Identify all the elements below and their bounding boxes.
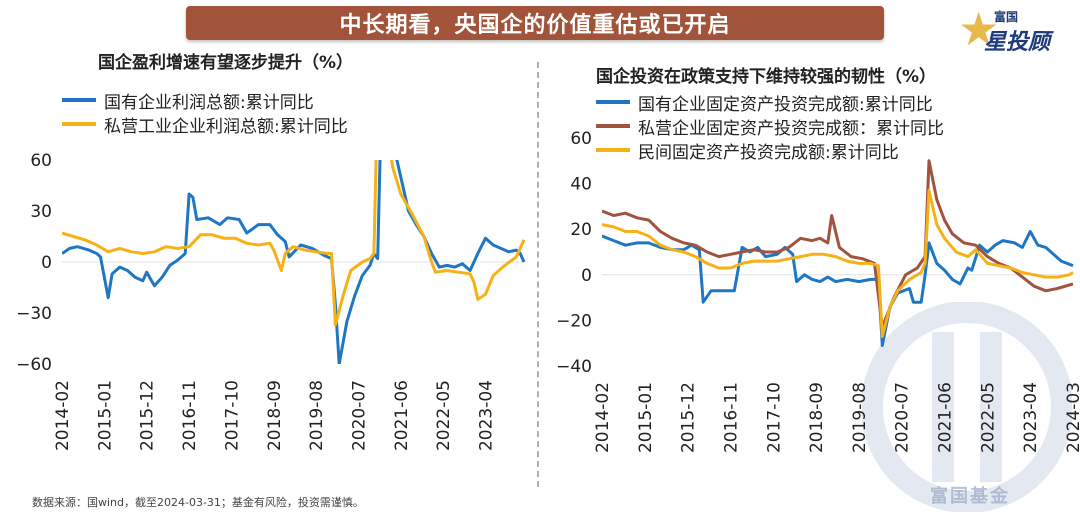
x-tick-label: 2022-05	[434, 380, 454, 451]
left-legend: 国有企业利润总额:累计同比 私营工业企业利润总额:累计同比	[62, 88, 348, 137]
x-tick-label: 2015-12	[679, 382, 699, 453]
y-tick-label: 20	[570, 220, 592, 240]
x-tick-label: 2018-09	[265, 380, 285, 451]
legend-label: 国有企业利润总额:累计同比	[104, 92, 314, 113]
legend-label: 民间固定资产投资完成额:累计同比	[638, 142, 899, 163]
x-tick-label: 2015-01	[95, 380, 115, 451]
x-tick-label: 2018-09	[807, 382, 827, 453]
watermark-logo	[862, 302, 1072, 512]
series-line	[602, 159, 1074, 329]
x-tick-label: 2019-08	[307, 380, 327, 451]
x-tick-label: 2015-12	[138, 380, 158, 451]
x-tick-label: 2023-04	[1021, 382, 1041, 453]
x-tick-label: 2020-07	[349, 380, 369, 451]
legend-swatch	[596, 100, 630, 104]
y-tick-label: 0	[41, 253, 52, 273]
series-line	[602, 230, 1074, 347]
legend-item: 国有企业固定资产投资完成额:累计同比	[596, 90, 944, 115]
star-icon: ★	[958, 2, 1000, 56]
y-tick-label: −60	[16, 355, 52, 375]
x-tick-label: 2014-02	[593, 382, 613, 453]
series-line	[62, 160, 526, 364]
x-tick-label: 2023-04	[477, 380, 497, 451]
x-tick-label: 2017-10	[222, 380, 242, 451]
x-tick-label: 2021-06	[936, 382, 956, 453]
right-chart-title: 国企投资在政策支持下维持较强的韧性（%）	[596, 67, 937, 87]
y-tick-label: −20	[556, 311, 592, 331]
x-tick-label: 2017-10	[764, 382, 784, 453]
legend-swatch	[596, 124, 630, 128]
series-line	[62, 160, 526, 327]
legend-label: 私营企业固定资产投资完成额：累计同比	[638, 118, 944, 139]
x-tick-label: 2024-03	[1064, 382, 1080, 453]
x-tick-label: 2014-02	[53, 380, 73, 451]
x-tick-label: 2016-11	[721, 382, 741, 453]
legend-item: 私营工业企业利润总额:累计同比	[62, 112, 348, 137]
y-tick-label: 30	[30, 202, 52, 222]
legend-item: 私营企业固定资产投资完成额：累计同比	[596, 114, 944, 139]
legend-item: 国有企业利润总额:累计同比	[62, 88, 348, 113]
legend-item: 民间固定资产投资完成额:累计同比	[596, 138, 944, 163]
right-legend: 国有企业固定资产投资完成额:累计同比 私营企业固定资产投资完成额：累计同比 民间…	[596, 90, 944, 163]
y-tick-label: −40	[556, 357, 592, 377]
y-tick-label: 60	[570, 129, 592, 149]
y-tick-label: 0	[581, 266, 592, 286]
x-tick-label: 2015-01	[636, 382, 656, 453]
x-tick-label: 2019-08	[850, 382, 870, 453]
legend-swatch	[62, 98, 96, 102]
y-tick-label: 60	[30, 151, 52, 171]
left-chart-title: 国企盈利增速有望逐步提升（%）	[98, 53, 354, 73]
x-tick-label: 2022-05	[978, 382, 998, 453]
brand-logo: ★ 富国 星投顾	[958, 4, 1068, 56]
banner-title: 中长期看，央国企的价值重估或已开启	[186, 6, 884, 40]
legend-label: 私营工业企业利润总额:累计同比	[104, 116, 348, 137]
y-tick-label: 40	[570, 175, 592, 195]
x-tick-label: 2021-06	[392, 380, 412, 451]
source-footnote: 数据来源：国wind，截至2024-03-31；基金有风险，投资需谨慎。	[32, 496, 364, 509]
legend-swatch	[62, 122, 96, 126]
x-tick-label: 2020-07	[893, 382, 913, 453]
legend-swatch	[596, 148, 630, 152]
series-line	[602, 188, 1074, 338]
panel-divider	[537, 62, 539, 487]
legend-label: 国有企业固定资产投资完成额:累计同比	[638, 94, 933, 115]
y-tick-label: −30	[16, 304, 52, 324]
brand-small-text: 富国	[994, 10, 1019, 24]
brand-big-text: 星投顾	[984, 30, 1051, 55]
watermark-text: 富国基金	[930, 486, 1010, 507]
x-tick-label: 2016-11	[180, 380, 200, 451]
